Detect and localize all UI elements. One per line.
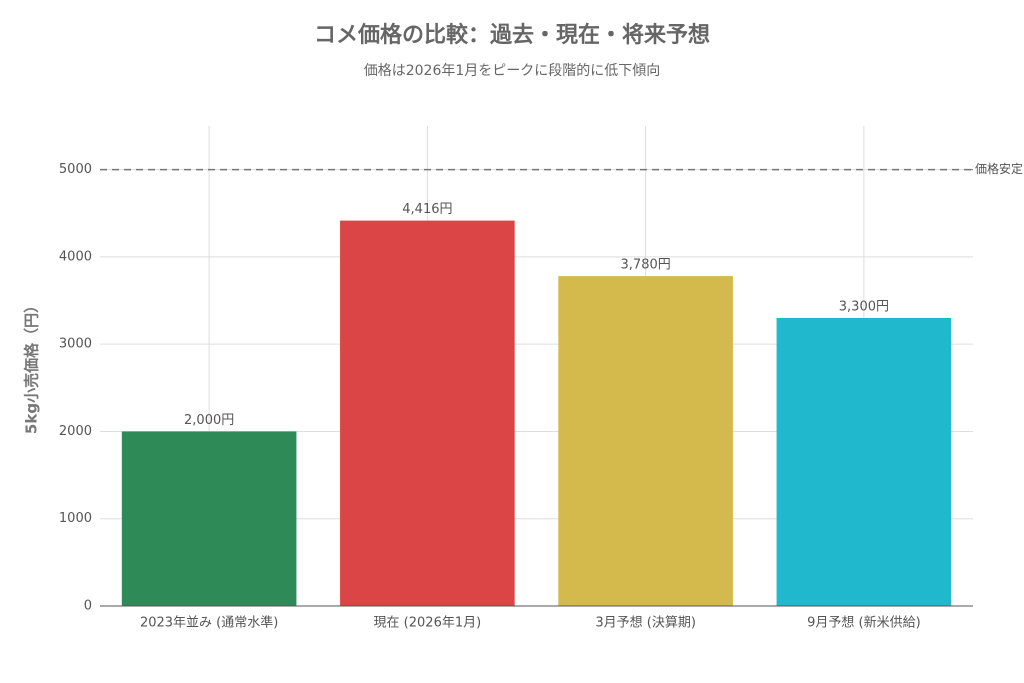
bar	[776, 318, 952, 606]
bar	[121, 431, 297, 606]
x-tick-label: 3月予想 (決算期)	[595, 615, 696, 631]
bar	[558, 276, 733, 606]
x-tick-label: 9月予想 (新米供給)	[807, 615, 921, 631]
y-tick-label: 5000	[59, 162, 92, 177]
y-tick-label: 0	[84, 599, 92, 614]
bar	[340, 220, 515, 606]
x-tick-label: 2023年並み (通常水準)	[140, 615, 278, 631]
value-label: 2,000円	[184, 413, 234, 428]
y-axis-label: 5kg小売価格（円）	[23, 298, 41, 434]
y-tick-label: 3000	[59, 337, 92, 352]
y-tick-label: 2000	[59, 424, 92, 439]
chart-title: コメ価格の比較：過去・現在・将来予想	[314, 22, 710, 48]
value-label: 3,780円	[621, 258, 671, 273]
x-tick-label: 現在 (2026年1月)	[374, 616, 482, 631]
reference-label: 価格安定	[975, 161, 1023, 176]
y-tick-label: 1000	[59, 511, 92, 526]
y-tick-label: 4000	[59, 249, 92, 264]
chart-subtitle: 価格は2026年1月をピークに段階的に低下傾向	[364, 63, 661, 79]
value-label: 3,300円	[839, 300, 889, 315]
value-label: 4,416円	[402, 202, 452, 217]
